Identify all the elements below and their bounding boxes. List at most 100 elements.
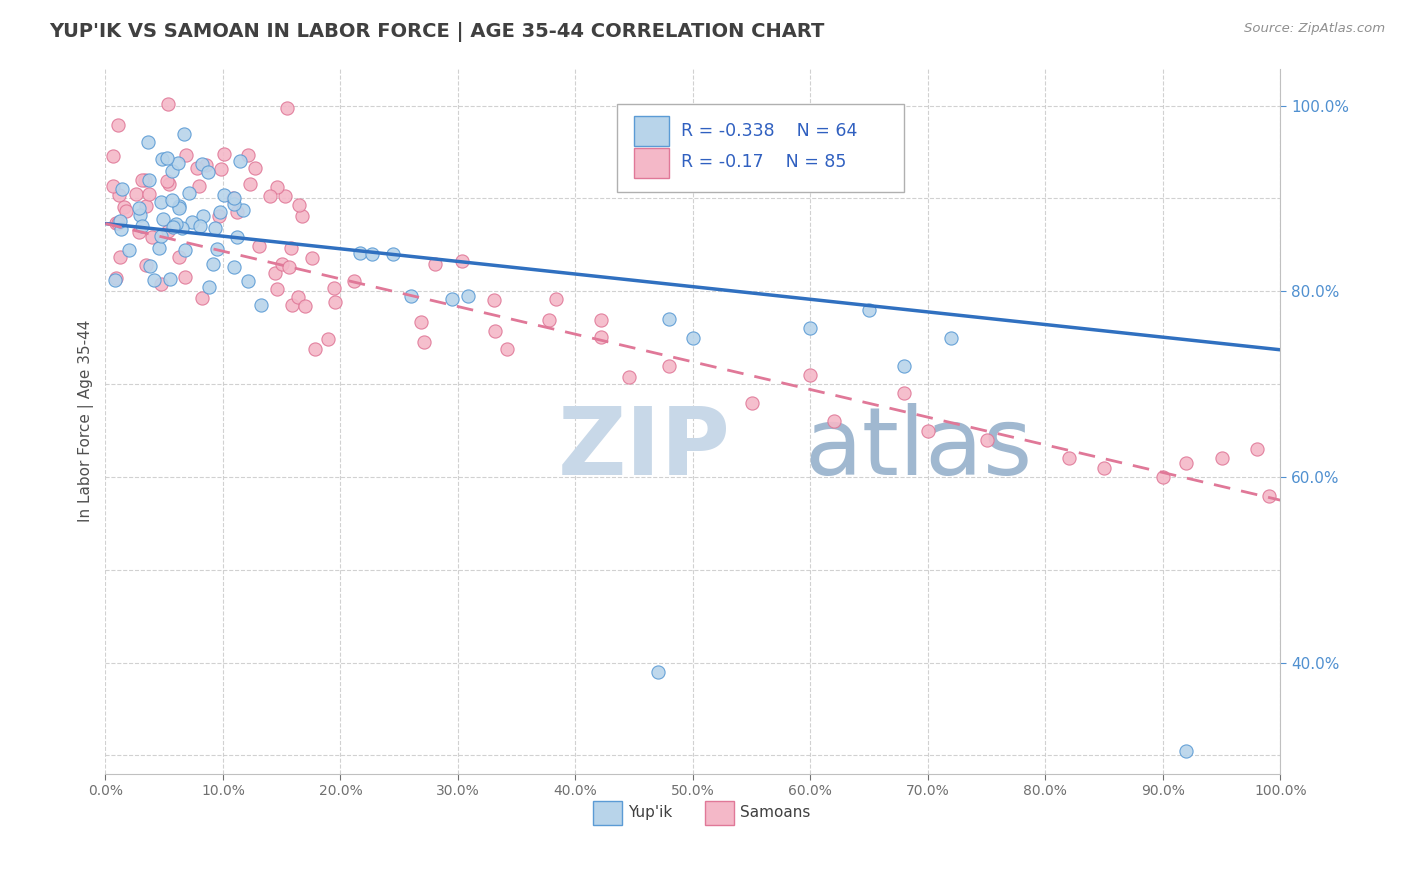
Point [221, 191, 243, 205]
Point [103, 178, 125, 193]
Point [538, 313, 561, 327]
Point [226, 230, 249, 244]
Point [204, 221, 226, 235]
Point [976, 433, 998, 447]
Point [214, 187, 236, 202]
Point [209, 161, 232, 176]
FancyBboxPatch shape [593, 801, 623, 825]
Y-axis label: In Labor Force | Age 35-44: In Labor Force | Age 35-44 [79, 320, 94, 523]
Text: Samoans: Samoans [740, 805, 810, 821]
Point [105, 216, 128, 230]
Point [647, 665, 669, 679]
Point [174, 244, 197, 258]
Point [658, 312, 681, 326]
Point [167, 201, 190, 215]
Point [381, 246, 404, 260]
Point [278, 260, 301, 274]
Point [941, 331, 963, 345]
Point [194, 158, 217, 172]
Point [1175, 456, 1198, 470]
Point [360, 247, 382, 261]
Text: ZIP: ZIP [558, 403, 731, 495]
Point [110, 251, 132, 265]
Point [266, 282, 288, 296]
Point [118, 243, 141, 257]
Point [173, 127, 195, 141]
Point [222, 191, 245, 205]
Point [589, 330, 612, 344]
Point [112, 200, 135, 214]
Point [451, 253, 474, 268]
Point [409, 316, 432, 330]
Point [169, 250, 191, 264]
Point [104, 273, 127, 287]
Point [174, 147, 197, 161]
Point [323, 295, 346, 310]
Point [208, 205, 231, 219]
Text: Source: ZipAtlas.com: Source: ZipAtlas.com [1244, 22, 1385, 36]
Text: R = -0.17    N = 85: R = -0.17 N = 85 [681, 153, 846, 171]
Point [186, 161, 208, 175]
Point [301, 251, 323, 265]
Point [287, 290, 309, 304]
Point [224, 260, 246, 275]
Point [139, 260, 162, 274]
Point [170, 221, 193, 235]
Point [149, 194, 172, 209]
Point [316, 332, 339, 346]
Point [619, 370, 641, 384]
Point [162, 164, 184, 178]
Point [236, 148, 259, 162]
Point [162, 194, 184, 208]
Point [131, 219, 153, 234]
Point [188, 219, 211, 234]
Point [682, 331, 704, 345]
Point [544, 293, 567, 307]
Text: atlas: atlas [804, 403, 1033, 495]
Point [166, 156, 188, 170]
Point [174, 270, 197, 285]
Point [135, 258, 157, 272]
Point [110, 222, 132, 236]
Point [399, 289, 422, 303]
Point [250, 297, 273, 311]
Point [163, 219, 186, 234]
Point [440, 292, 463, 306]
Point [1175, 744, 1198, 758]
Point [129, 208, 152, 222]
Point [274, 189, 297, 203]
Point [741, 395, 763, 409]
FancyBboxPatch shape [634, 117, 669, 146]
Point [157, 96, 180, 111]
Point [224, 197, 246, 211]
Point [115, 204, 138, 219]
Point [156, 151, 179, 165]
Point [107, 119, 129, 133]
Point [138, 187, 160, 202]
Point [238, 177, 260, 191]
Point [136, 135, 159, 149]
Point [589, 313, 612, 327]
Point [141, 230, 163, 244]
Point [271, 257, 294, 271]
Point [247, 239, 270, 253]
Point [858, 302, 880, 317]
Point [349, 245, 371, 260]
Point [201, 257, 224, 271]
Point [342, 274, 364, 288]
Point [157, 178, 180, 192]
Point [101, 149, 124, 163]
Point [266, 180, 288, 194]
Point [294, 299, 316, 313]
Point [181, 215, 204, 229]
Point [1092, 460, 1115, 475]
Point [484, 324, 506, 338]
Point [105, 271, 128, 285]
FancyBboxPatch shape [616, 103, 904, 192]
Text: YUP'IK VS SAMOAN IN LABOR FORCE | AGE 35-44 CORRELATION CHART: YUP'IK VS SAMOAN IN LABOR FORCE | AGE 35… [49, 22, 824, 42]
Point [110, 181, 132, 195]
Point [457, 289, 479, 303]
Point [190, 156, 212, 170]
Point [259, 188, 281, 202]
Point [1211, 451, 1233, 466]
